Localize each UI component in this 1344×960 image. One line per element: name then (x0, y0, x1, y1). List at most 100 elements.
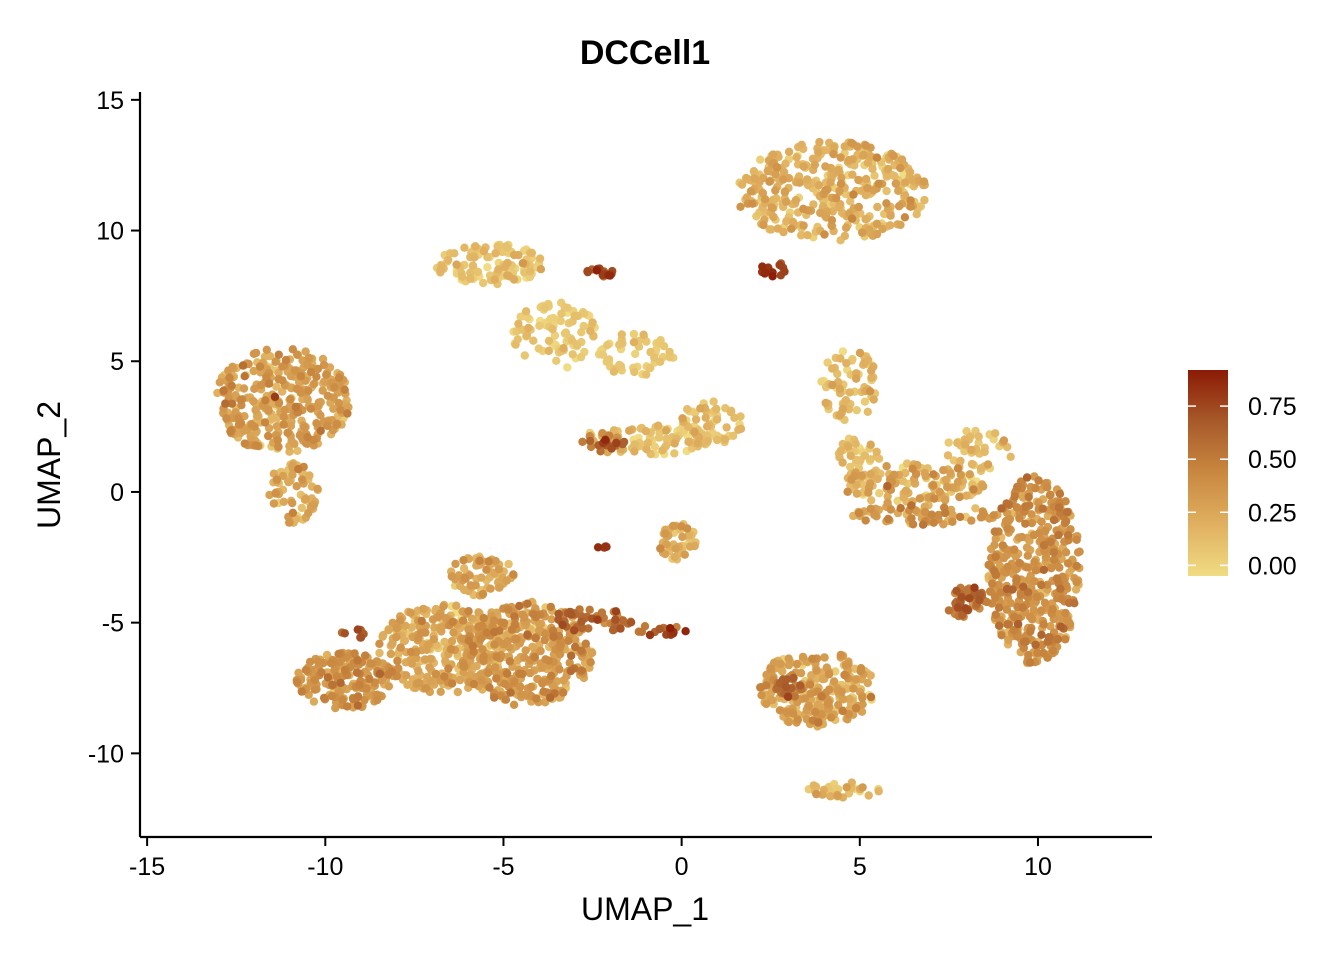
scatter-point (799, 204, 808, 213)
scatter-point (1061, 635, 1070, 644)
scatter-point (796, 668, 806, 678)
scatter-point (458, 616, 468, 625)
scatter-point (466, 274, 475, 283)
scatter-point (584, 624, 593, 633)
scatter-point (948, 517, 957, 526)
scatter-point (593, 615, 602, 624)
scatter-point (805, 680, 815, 689)
scatter-point (629, 338, 639, 347)
scatter-point (493, 242, 502, 251)
scatter-point (222, 414, 231, 423)
scatter-point (328, 680, 337, 689)
scatter-point (854, 202, 863, 212)
scatter-point (955, 512, 965, 522)
scatter-point (849, 684, 858, 693)
scatter-point (253, 412, 262, 421)
scatter-point (862, 174, 871, 184)
scatter-point (490, 628, 499, 637)
scatter-point (967, 459, 977, 469)
scatter-point (271, 489, 280, 498)
scatter-point (1057, 594, 1066, 604)
scatter-point (340, 385, 349, 394)
scatter-point (479, 652, 488, 661)
scatter-point (556, 640, 565, 649)
scatter-point (278, 387, 287, 396)
scatter-point (712, 415, 722, 424)
scatter-point (999, 553, 1009, 563)
scatter-point (867, 373, 876, 382)
scatter-point (264, 431, 273, 441)
scatter-point (585, 436, 595, 446)
scatter-point (296, 372, 305, 381)
scatter-point (251, 441, 261, 450)
scatter-point (355, 680, 364, 690)
scatter-point (503, 271, 512, 280)
scatter-point (823, 699, 833, 709)
scatter-point (944, 438, 953, 447)
scatter-point (464, 625, 473, 634)
scatter-point (1072, 535, 1081, 544)
scatter-point (577, 646, 586, 655)
scatter-point (962, 491, 971, 500)
scatter-point (356, 633, 366, 642)
scatter-point (514, 319, 523, 328)
scatter-point (310, 676, 319, 685)
scatter-point (813, 700, 823, 710)
scatter-point (407, 659, 416, 668)
scatter-point (317, 668, 326, 677)
scatter-point (544, 346, 553, 356)
scatter-point (560, 303, 569, 312)
scatter-point (305, 471, 314, 480)
scatter-point (402, 671, 411, 680)
scatter-point (227, 381, 236, 390)
scatter-point (630, 367, 639, 377)
scatter-point (994, 621, 1004, 630)
scatter-point (1061, 548, 1071, 557)
scatter-point (997, 504, 1006, 513)
scatter-point (867, 366, 876, 375)
scatter-point (941, 495, 950, 505)
scatter-point (537, 663, 547, 672)
scatter-point (873, 474, 882, 484)
scatter-point (444, 255, 453, 265)
scatter-point (303, 432, 312, 442)
scatter-point (352, 668, 362, 677)
scatter-point (552, 356, 561, 365)
scatter-point (598, 429, 607, 438)
scatter-point (1039, 620, 1048, 629)
scatter-point (274, 442, 283, 452)
scatter-point (1054, 530, 1063, 540)
scatter-point (482, 565, 491, 574)
scatter-point (960, 447, 969, 456)
scatter-point (979, 482, 988, 491)
scatter-point (361, 651, 370, 660)
scatter-point (436, 265, 445, 274)
scatter-point (941, 475, 950, 485)
scatter-point (472, 661, 481, 671)
scatter-point (318, 386, 327, 395)
scatter-point (772, 163, 782, 172)
scatter-point (283, 428, 292, 437)
scatter-point (322, 370, 331, 379)
scatter-point (294, 464, 303, 474)
scatter-point (319, 693, 329, 703)
scatter-point (479, 613, 488, 623)
scatter-point (240, 439, 249, 448)
scatter-point (353, 701, 363, 710)
scatter-point (919, 177, 929, 186)
scatter-point (1047, 564, 1056, 573)
scatter-point (617, 330, 626, 339)
scatter-point (980, 447, 989, 457)
scatter-point (762, 681, 771, 690)
colorbar-tick-label: 0.50 (1248, 446, 1297, 474)
scatter-point (1010, 492, 1019, 501)
scatter-point (468, 641, 477, 651)
scatter-point (316, 411, 325, 420)
scatter-point (384, 682, 394, 691)
scatter-point (269, 499, 279, 508)
scatter-point (814, 181, 824, 190)
scatter-point (782, 707, 791, 716)
scatter-point (846, 462, 855, 472)
scatter-point (387, 640, 397, 649)
scatter-point (522, 331, 532, 340)
